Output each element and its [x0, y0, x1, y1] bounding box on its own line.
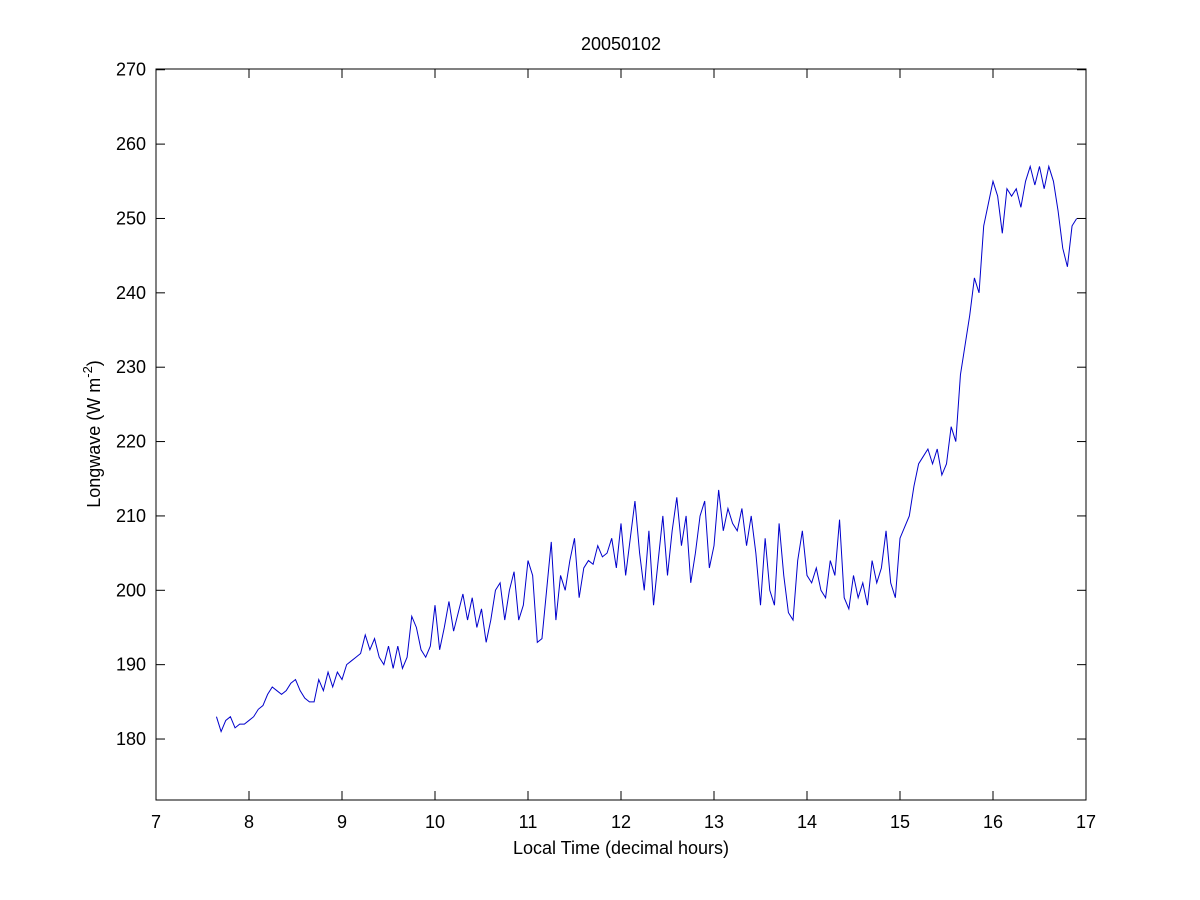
x-tick-label: 14: [797, 812, 817, 832]
x-tick-label: 12: [611, 812, 631, 832]
y-tick-label: 260: [116, 134, 146, 154]
x-tick-label: 9: [337, 812, 347, 832]
y-tick-label: 250: [116, 208, 146, 228]
y-tick-label: 230: [116, 357, 146, 377]
y-tick-label: 180: [116, 729, 146, 749]
y-tick-label: 210: [116, 506, 146, 526]
x-tick-label: 13: [704, 812, 724, 832]
y-tick-label: 270: [116, 60, 146, 80]
x-tick-label: 15: [890, 812, 910, 832]
y-tick-label: 220: [116, 432, 146, 452]
x-tick-label: 7: [151, 812, 161, 832]
plot-frame: [155, 68, 1087, 801]
y-tick-label: 200: [116, 580, 146, 600]
x-tick-label: 16: [983, 812, 1003, 832]
x-tick-label: 17: [1076, 812, 1096, 832]
y-tick-label: 240: [116, 283, 146, 303]
y-tick-label: 190: [116, 655, 146, 675]
x-tick-label: 10: [425, 812, 445, 832]
y-axis-label: Longwave (W m-2): [80, 360, 104, 508]
y-axis-label-end: ): [84, 360, 104, 366]
chart-title: 20050102: [581, 34, 661, 54]
x-tick-label: 11: [519, 812, 538, 832]
data-line: [215, 164, 1078, 734]
x-tick-label: 8: [244, 812, 254, 832]
y-axis-label-text: Longwave (W m: [84, 378, 104, 508]
y-axis-label-sup: -2: [80, 366, 95, 378]
x-axis-label: Local Time (decimal hours): [513, 838, 729, 858]
